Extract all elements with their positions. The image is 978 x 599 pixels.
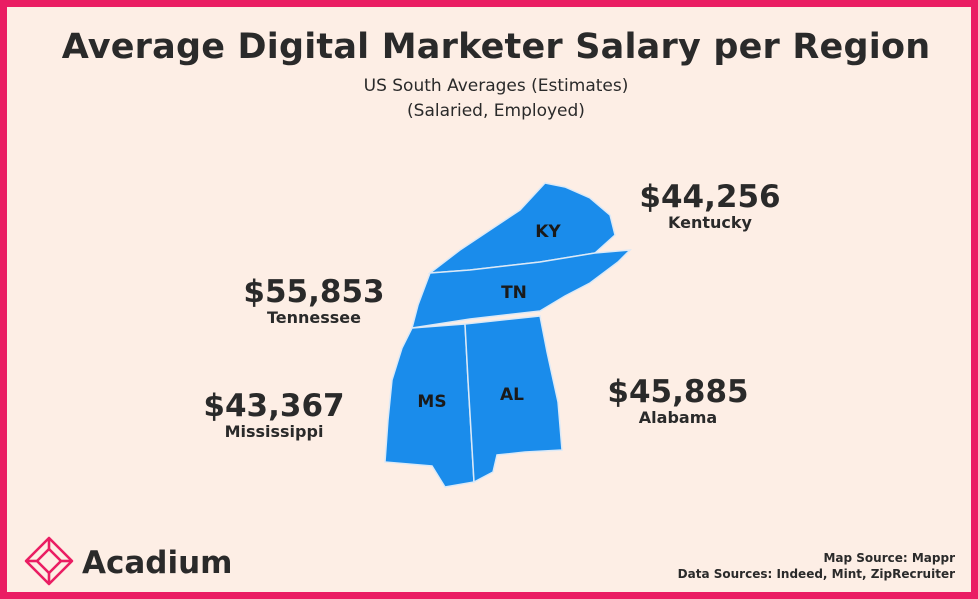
salary-tennessee: $55,853 [243, 274, 385, 310]
salary-mississippi: $43,367 [203, 388, 345, 424]
state-name-alabama: Alabama [638, 408, 718, 427]
sources-credit: Map Source: Mappr Data Sources: Indeed, … [678, 550, 955, 582]
subtitle-region: US South Averages (Estimates) [363, 76, 629, 96]
data-sources: Data Sources: Indeed, Mint, ZipRecruiter [677, 567, 955, 581]
brand-name: Acadium [82, 545, 233, 581]
acadium-diamond-icon [24, 536, 74, 586]
state-name-tennessee: Tennessee [266, 308, 362, 327]
salary-kentucky: $44,256 [639, 179, 781, 215]
state-abbr-ky: KY [535, 222, 561, 242]
state-shape-al [464, 315, 563, 484]
state-name-kentucky: Kentucky [668, 213, 752, 232]
state-abbr-ms: MS [417, 392, 446, 412]
state-name-mississippi: Mississippi [224, 422, 324, 441]
state-abbr-al: AL [500, 385, 524, 405]
states-map: KY TN MS AL [384, 182, 632, 488]
label-kentucky: $44,256 Kentucky [635, 180, 785, 232]
label-tennessee: $55,853 Tennessee [239, 275, 389, 327]
state-abbr-tn: TN [501, 283, 527, 303]
label-mississippi: $43,367 Mississippi [199, 389, 349, 441]
label-alabama: $45,885 Alabama [603, 375, 753, 427]
map-source: Map Source: Mappr [823, 551, 955, 565]
page-title: Average Digital Marketer Salary per Regi… [61, 27, 931, 67]
salary-alabama: $45,885 [607, 374, 749, 410]
subtitle-scope: (Salaried, Employed) [407, 101, 585, 121]
